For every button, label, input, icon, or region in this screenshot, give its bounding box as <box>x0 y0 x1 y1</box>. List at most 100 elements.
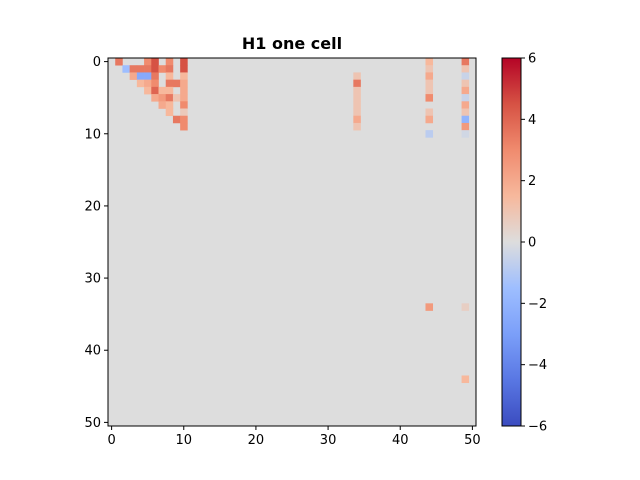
heatmap-cell <box>136 79 145 88</box>
heatmap-cell <box>180 65 188 73</box>
heatmap-cell <box>461 86 470 95</box>
heatmap-cell <box>425 79 434 88</box>
heatmap-cell <box>353 122 361 131</box>
heatmap-cell <box>461 115 470 124</box>
heatmap-cell <box>165 72 174 80</box>
heatmap-cell <box>425 65 434 73</box>
heatmap-cell <box>180 58 188 66</box>
heatmap-cell <box>461 303 470 311</box>
heatmap-cell <box>461 108 470 117</box>
heatmap-cell <box>461 65 470 73</box>
y-tick-label: 20 <box>84 199 101 214</box>
heatmap-cell <box>425 86 434 95</box>
colorbar-tick-label: 0 <box>528 236 536 251</box>
colorbar-tick-label: −4 <box>528 358 547 373</box>
heatmap-cell <box>172 115 181 124</box>
heatmap-cell <box>122 65 130 73</box>
heatmap-cell <box>172 94 181 102</box>
x-tick-label: 20 <box>248 433 265 448</box>
heatmap-cell <box>180 101 188 109</box>
heatmap-cell <box>180 94 188 102</box>
plot-frame <box>107 57 477 427</box>
heatmap-cell <box>136 65 145 73</box>
heatmap-cell <box>165 108 174 117</box>
heatmap-cell <box>425 58 434 66</box>
y-tick-label: 30 <box>84 272 101 287</box>
heatmap-cell <box>461 72 470 80</box>
x-tick-label: 10 <box>175 433 192 448</box>
y-tick-label: 0 <box>93 55 101 70</box>
heatmap-cell <box>461 58 470 66</box>
heatmap-cell <box>165 58 174 66</box>
heatmap-cell <box>165 94 174 102</box>
x-tick-label: 40 <box>392 433 409 448</box>
heatmap-cell <box>172 79 181 88</box>
x-tick-label: 50 <box>464 433 481 448</box>
heatmap-cell <box>165 65 174 73</box>
heatmap-cell <box>353 108 361 117</box>
heatmap-cell <box>180 72 188 80</box>
heatmap-cell <box>151 86 159 95</box>
heatmap-cell <box>144 72 152 80</box>
heatmap-cell <box>425 115 434 124</box>
colorbar-tick-label: −2 <box>528 297 547 312</box>
heatmap-cell <box>158 65 167 73</box>
colorbar-tick-label: 2 <box>528 174 536 189</box>
heatmap-cell <box>129 65 138 73</box>
heatmap-cell <box>353 115 361 124</box>
heatmap-cell <box>425 72 434 80</box>
heatmap-cell <box>461 130 470 138</box>
heatmap-cell <box>425 303 434 311</box>
heatmap-cell <box>461 101 470 109</box>
heatmap-cell <box>353 101 361 109</box>
heatmap-cell <box>165 79 174 88</box>
heatmap-cell <box>144 86 152 95</box>
heatmap-cell <box>461 375 470 384</box>
x-axis: 0 10 20 30 40 50 <box>107 426 481 448</box>
colorbar-tick-label: 4 <box>528 113 536 128</box>
heatmap-cells <box>108 58 476 426</box>
heatmap-cell <box>353 79 361 88</box>
chart-title: H1 one cell <box>242 34 342 53</box>
heatmap-cell <box>425 130 434 138</box>
heatmap-cell <box>158 94 167 102</box>
heatmap-cell <box>425 94 434 102</box>
x-tick-label: 0 <box>107 433 115 448</box>
heatmap-cell <box>151 94 159 102</box>
heatmap-cell <box>461 79 470 88</box>
heatmap-cell <box>180 79 188 88</box>
colorbar-axis: 6 4 2 0 −2 −4 −6 <box>521 52 547 435</box>
heatmap-cell <box>353 86 361 95</box>
y-tick-label: 40 <box>84 344 101 359</box>
heatmap-cell <box>144 65 152 73</box>
colorbar <box>501 57 522 427</box>
heatmap-cell <box>158 101 167 109</box>
heatmap-cell <box>180 108 188 117</box>
heatmap-cell <box>165 86 174 95</box>
heatmap-cell <box>180 122 188 131</box>
heatmap-background <box>108 58 476 426</box>
y-tick-label: 10 <box>84 127 101 142</box>
heatmap-cell <box>461 94 470 102</box>
heatmap-cell <box>353 72 361 80</box>
colorbar-tick-label: 6 <box>528 52 536 67</box>
heatmap-cell <box>425 108 434 117</box>
x-tick-label: 30 <box>320 433 337 448</box>
heatmap-cell <box>158 86 167 95</box>
heatmap-cell <box>180 115 188 124</box>
heatmap-cell <box>151 58 159 66</box>
heatmap-cell <box>129 72 138 80</box>
heatmap-cell <box>144 79 152 88</box>
heatmap-cell <box>165 101 174 109</box>
heatmap-cell <box>115 58 123 66</box>
colorbar-tick-label: −6 <box>528 420 547 435</box>
y-axis: 0 10 20 30 40 50 <box>84 55 108 431</box>
y-tick-label: 50 <box>84 416 101 431</box>
heatmap-cell <box>144 58 152 66</box>
heatmap-cell <box>151 72 159 80</box>
heatmap-cell <box>353 94 361 102</box>
heatmap-cell <box>180 86 188 95</box>
heatmap-cell <box>136 72 145 80</box>
heatmap-cell <box>461 122 470 131</box>
